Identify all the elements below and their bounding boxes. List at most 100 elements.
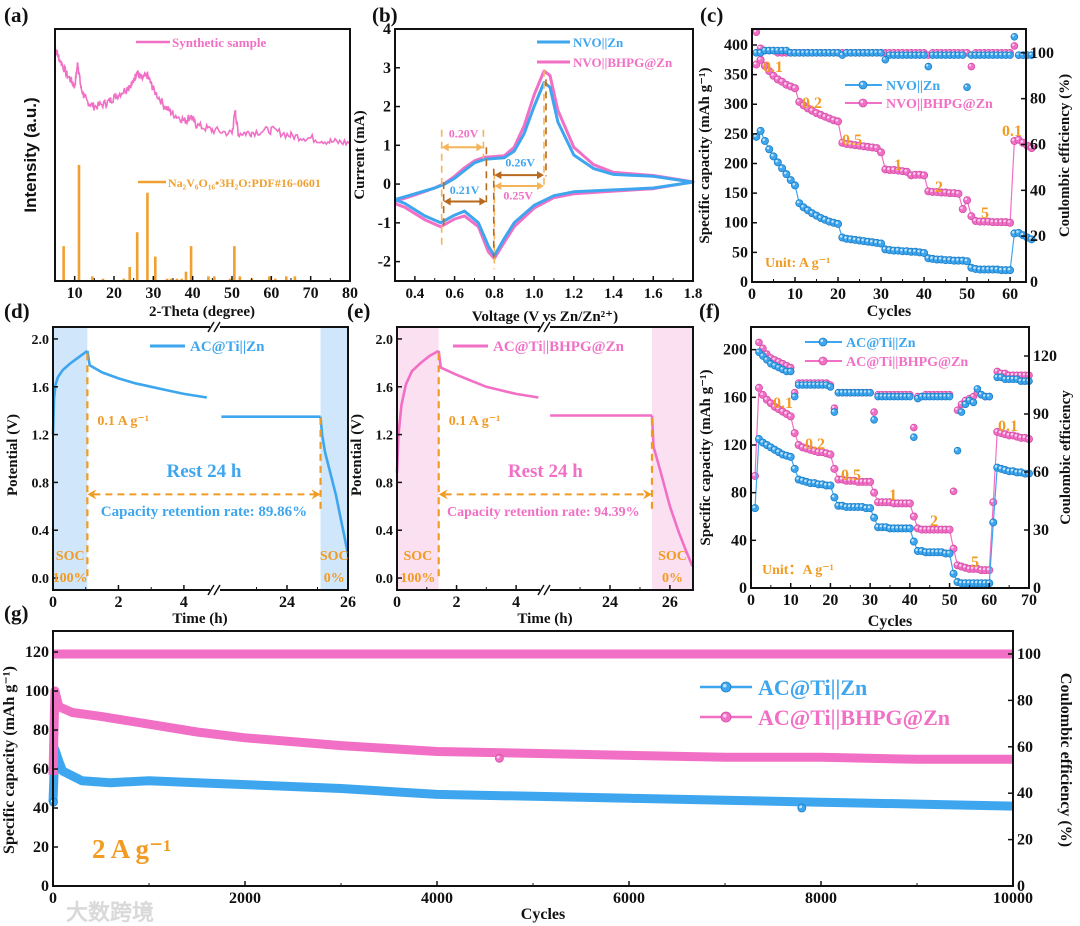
marker-highlight <box>1010 372 1014 376</box>
y-tick-label: 60 <box>1030 137 1046 154</box>
axis-break-gap <box>210 586 220 594</box>
marker-highlight <box>1007 52 1011 56</box>
capacity-point <box>866 477 875 486</box>
marker-highlight <box>990 519 994 523</box>
marker-highlight <box>783 171 787 175</box>
marker-highlight <box>1002 467 1006 471</box>
marker-highlight <box>1018 372 1022 376</box>
marker-highlight <box>851 504 855 508</box>
y-tick-label: 80 <box>1017 692 1033 709</box>
panel-label: (g) <box>4 601 29 625</box>
marker-highlight <box>1010 376 1014 380</box>
marker-highlight <box>723 684 727 688</box>
marker-highlight <box>930 189 933 192</box>
capacity-point <box>870 488 879 497</box>
x-tick-label: 30 <box>145 285 161 302</box>
plot-frame-b <box>394 28 694 282</box>
marker-highlight <box>816 382 819 385</box>
ce-point <box>866 388 874 397</box>
marker-highlight <box>1014 469 1018 473</box>
marker-highlight <box>1018 435 1022 438</box>
y-tick-label: 350 <box>724 67 748 84</box>
marker-highlight <box>912 249 916 252</box>
x-tick-label: 30 <box>873 286 889 303</box>
marker-highlight <box>820 481 823 485</box>
marker-highlight <box>1029 52 1032 56</box>
marker-highlight <box>800 478 803 481</box>
arrow-head-left <box>494 182 502 191</box>
arrow-head-right <box>537 182 544 191</box>
ce-point <box>963 83 971 92</box>
marker-highlight <box>847 504 851 508</box>
x-tick-label: 40 <box>902 592 918 609</box>
marker-highlight <box>871 515 875 518</box>
x-tick-label: 70 <box>1021 592 1037 609</box>
marker-highlight <box>895 500 899 504</box>
current-density-label: 0.1 A g⁻¹ <box>449 414 501 429</box>
marker-highlight <box>908 172 912 176</box>
rate-label: 2 <box>935 179 943 196</box>
marker-highlight <box>832 409 835 413</box>
marker-highlight <box>788 413 791 417</box>
marker-highlight <box>939 394 942 397</box>
marker-highlight <box>869 145 873 148</box>
marker-highlight <box>784 411 787 415</box>
soc-shaded-region <box>320 327 348 590</box>
y-tick-label: 200 <box>723 342 747 359</box>
watermark: 大数跨境 <box>66 900 154 925</box>
capacity-point <box>754 383 763 392</box>
y-axis-label: Specific capacity (mAh g⁻¹) <box>697 67 713 243</box>
marker-highlight <box>1011 43 1015 46</box>
marker-highlight <box>859 504 863 508</box>
marker-highlight <box>947 52 950 56</box>
marker-highlight <box>783 82 787 85</box>
marker-highlight <box>990 499 994 503</box>
x-tick-label: 0.4 <box>405 286 424 302</box>
marker-highlight <box>943 550 946 554</box>
marker-highlight <box>921 250 925 254</box>
marker-highlight <box>994 374 998 378</box>
marker-highlight <box>831 117 834 121</box>
rate-label: 1 <box>894 157 902 174</box>
marker-highlight <box>820 382 823 385</box>
legend-entry: AC@Ti||Zn <box>846 336 916 351</box>
gap-label-0-21v: 0.21V <box>450 183 480 197</box>
soc-shaded-region <box>53 327 88 590</box>
marker-highlight <box>895 168 899 171</box>
panel-label: (f) <box>699 299 720 323</box>
y2-axis-label: Coulombic efficiency (%) <box>1057 74 1073 237</box>
marker-highlight <box>964 258 968 262</box>
marker-highlight <box>780 452 783 455</box>
capacity-point <box>877 148 886 157</box>
marker-highlight <box>938 190 942 193</box>
marker-highlight <box>986 394 990 397</box>
marker-highlight <box>938 257 942 260</box>
marker-highlight <box>966 580 970 584</box>
marker-highlight <box>1011 34 1015 37</box>
marker-highlight <box>883 524 887 528</box>
x-tick-label: 10 <box>67 285 83 302</box>
marker-highlight <box>762 138 765 142</box>
y-tick-label: 0.8 <box>32 476 50 491</box>
reference-peak-bar <box>101 278 105 281</box>
marker-highlight <box>1006 376 1010 380</box>
marker-highlight <box>1011 230 1015 234</box>
marker-highlight <box>970 580 974 584</box>
x-tick-label: 40 <box>185 285 201 302</box>
marker-highlight <box>772 447 775 450</box>
capacity-point <box>1006 266 1015 275</box>
y-tick-label: 80 <box>1030 91 1046 108</box>
y2-axis-label: Coulombic efficiency <box>1058 390 1074 525</box>
marker-highlight <box>943 394 946 397</box>
marker-highlight <box>835 118 839 122</box>
marker-highlight <box>768 400 771 404</box>
marker-highlight <box>835 477 839 480</box>
marker-highlight <box>809 210 813 214</box>
x-tick-label: 26 <box>340 594 356 611</box>
legend-entry: NVO||BHPG@Zn <box>886 97 993 112</box>
ce-point <box>1006 51 1014 59</box>
marker-highlight <box>826 116 830 119</box>
marker-highlight <box>867 479 871 482</box>
marker-highlight <box>816 449 819 453</box>
